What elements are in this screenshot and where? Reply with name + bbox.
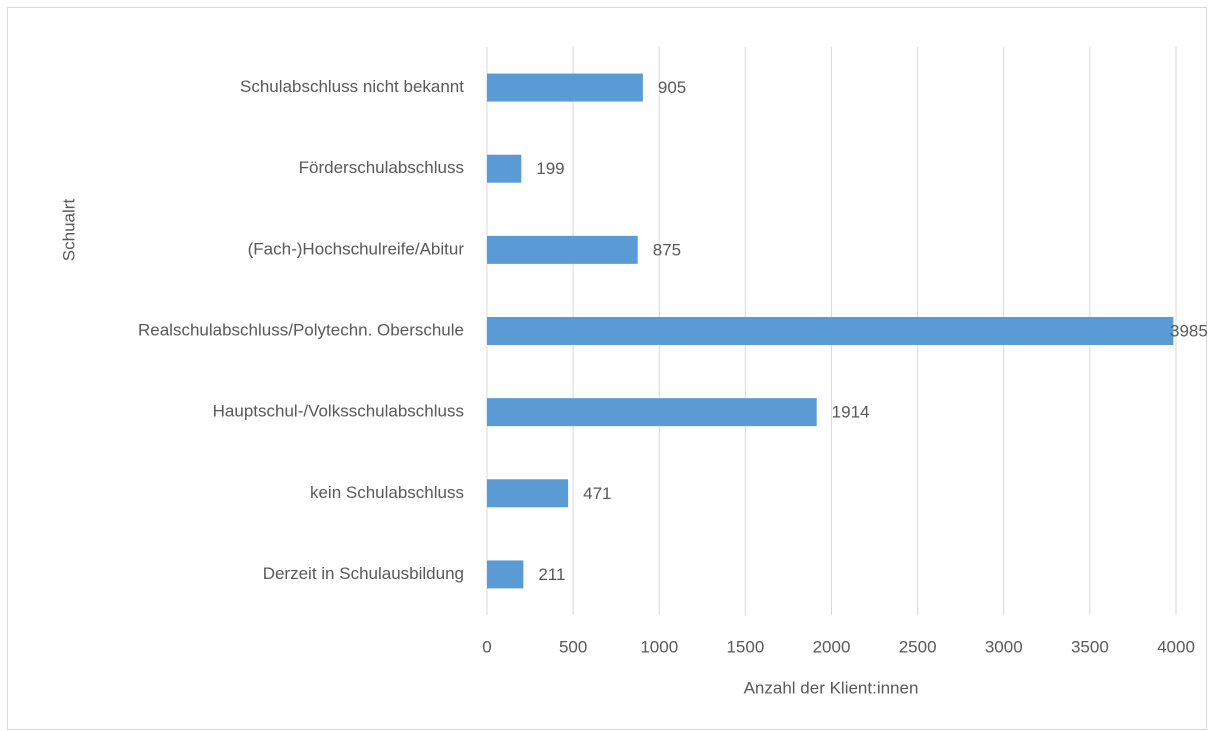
data-label: 3985 <box>1170 321 1208 340</box>
x-tick-label: 1500 <box>726 637 764 656</box>
bar <box>487 154 522 183</box>
y-tick-label: Schulabschluss nicht bekannt <box>240 77 464 96</box>
y-tick-label: Hauptschul-/Volksschulabschluss <box>213 402 464 421</box>
x-tick-label: 2500 <box>899 637 937 656</box>
bar <box>487 317 1174 345</box>
y-axis-label: Schualrt <box>59 199 78 262</box>
y-tick-label: (Fach-)Hochschulreife/Abitur <box>248 239 465 258</box>
data-label: 905 <box>658 78 686 97</box>
bar <box>487 398 817 427</box>
x-tick-label: 3000 <box>985 637 1023 656</box>
bar <box>487 73 643 102</box>
y-tick-label: Derzeit in Schulausbildung <box>263 564 464 583</box>
chart-border <box>7 7 1207 730</box>
x-tick-label: 500 <box>559 637 587 656</box>
x-tick-label: 0 <box>482 637 491 656</box>
x-tick-label: 3500 <box>1071 637 1109 656</box>
x-tick-label: 2000 <box>813 637 851 656</box>
bar <box>487 560 524 589</box>
data-label: 211 <box>538 565 565 584</box>
bar <box>487 479 569 508</box>
data-label: 1914 <box>832 403 870 422</box>
bar <box>487 235 638 264</box>
data-label: 875 <box>653 240 681 259</box>
y-tick-label: Realschulabschluss/Polytechn. Oberschule <box>138 320 464 339</box>
x-tick-label: 4000 <box>1157 637 1195 656</box>
y-tick-label: Förderschulabschluss <box>299 158 464 177</box>
x-axis-label: Anzahl der Klient:innen <box>744 678 919 697</box>
data-label: 471 <box>583 484 611 503</box>
y-tick-label: kein Schulabschluss <box>310 483 464 502</box>
x-tick-label: 1000 <box>640 637 678 656</box>
data-label: 199 <box>536 159 564 178</box>
